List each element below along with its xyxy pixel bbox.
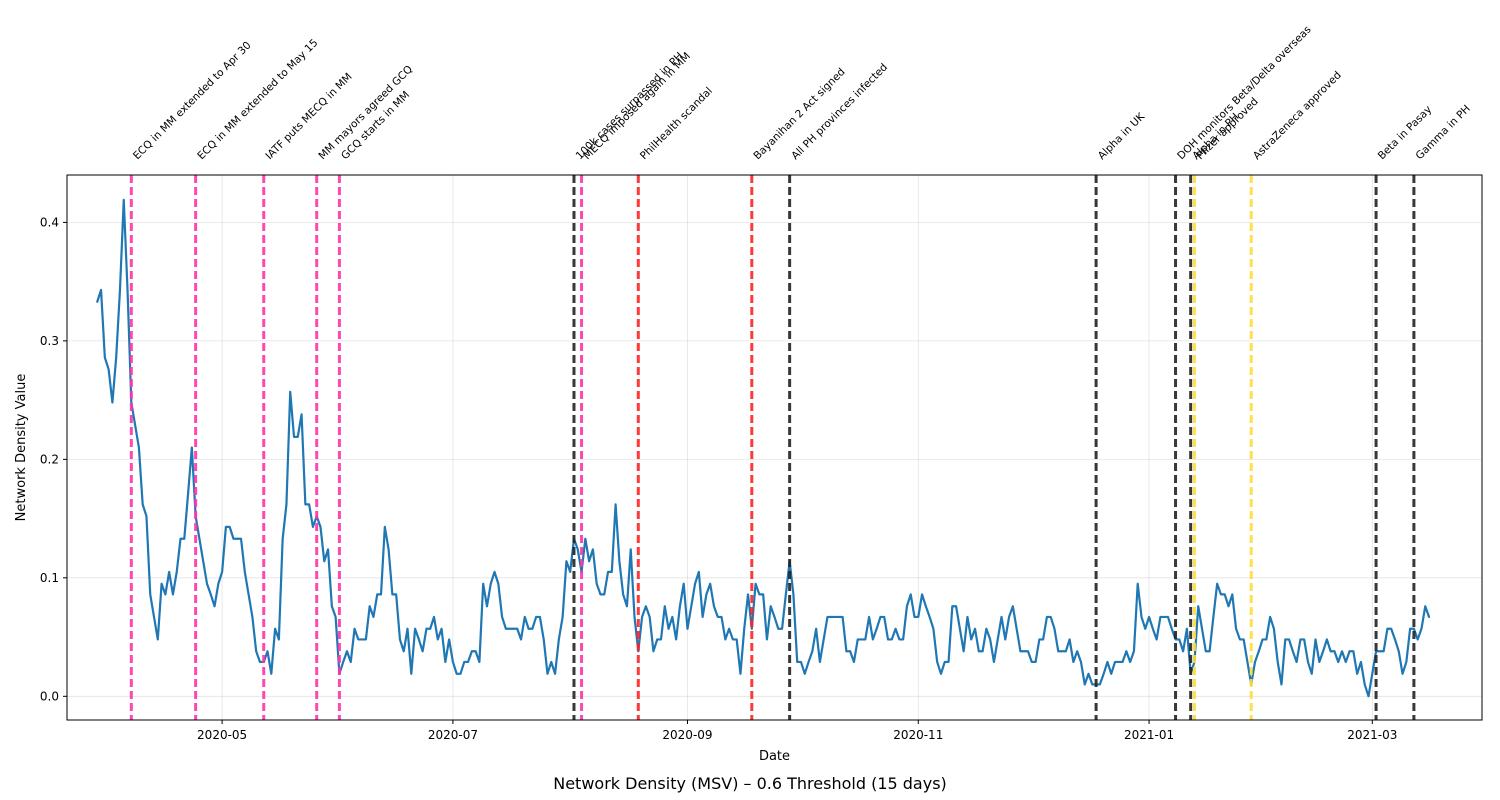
x-axis-ticks: 2020-05 2020-07 2020-09 2020-11 2021-01 2021-… — [197, 720, 1397, 742]
y-tick-label: 0.2 — [40, 452, 59, 466]
event-label: AstraZeneca approved — [1251, 69, 1344, 162]
y-axis-title: Network Density Value — [14, 374, 29, 522]
y-tick-label: 0.4 — [40, 215, 59, 229]
x-axis-title: Date — [759, 749, 790, 764]
series-line — [96, 198, 1431, 698]
y-tick-label: 0.3 — [40, 334, 59, 348]
x-tick-label: 2020-09 — [662, 728, 712, 742]
x-tick-label: 2020-07 — [428, 728, 478, 742]
event-label: ECQ in MM extended to Apr 30 — [131, 39, 254, 162]
event-label: MM mayors agreed GCQ — [316, 63, 415, 162]
y-tick-label: 0.0 — [40, 689, 59, 703]
event-lines — [129, 175, 1416, 720]
plot-area-frame — [66, 174, 1483, 721]
y-tick-label: 0.1 — [40, 571, 59, 585]
event-label: Alpha in UK — [1096, 110, 1148, 162]
event-label: ECQ in MM extended to May 15 — [195, 37, 320, 162]
series-layer — [96, 198, 1431, 698]
x-tick-label: 2020-11 — [893, 728, 943, 742]
event-label: DOH monitors Beta/Delta overseas — [1175, 24, 1313, 162]
y-axis-ticks: 0.0 0.1 0.2 0.3 0.4 — [40, 215, 67, 703]
grid — [67, 175, 1482, 720]
event-label: MECQ imposed again in MM — [581, 50, 693, 162]
x-tick-label: 2021-03 — [1347, 728, 1397, 742]
x-tick-label: 2021-01 — [1124, 728, 1174, 742]
x-tick-label: 2020-05 — [197, 728, 247, 742]
chart-title: Network Density (MSV) – 0.6 Threshold (1… — [553, 774, 947, 793]
